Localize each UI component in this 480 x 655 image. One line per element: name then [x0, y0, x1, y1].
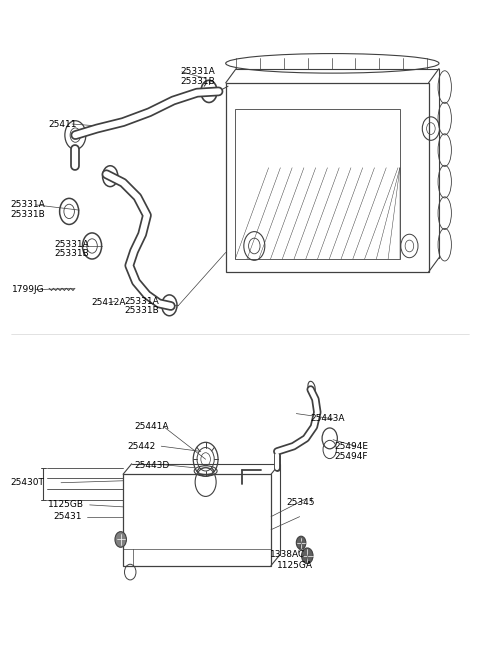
Text: 1125GB: 1125GB [48, 500, 84, 510]
Text: 25412A: 25412A [91, 298, 126, 307]
Text: 25443A: 25443A [311, 415, 345, 423]
Text: 25331A: 25331A [10, 200, 45, 210]
Text: 25331A: 25331A [124, 297, 159, 306]
Circle shape [296, 536, 306, 550]
Text: 25331B: 25331B [180, 77, 215, 86]
Text: 25443D: 25443D [134, 461, 169, 470]
Text: 25331A: 25331A [180, 67, 215, 77]
Text: 1125GA: 1125GA [277, 561, 313, 570]
Text: 25331A: 25331A [55, 240, 90, 248]
Text: 25331B: 25331B [55, 249, 90, 257]
Text: 25331B: 25331B [124, 306, 159, 315]
Text: 25431: 25431 [53, 512, 82, 521]
Circle shape [115, 532, 126, 548]
Text: 25441A: 25441A [134, 422, 168, 431]
Text: 25331B: 25331B [10, 210, 45, 219]
Text: 25430T: 25430T [10, 478, 44, 487]
Text: 25442: 25442 [128, 441, 156, 451]
Text: 25494E: 25494E [335, 441, 369, 451]
Circle shape [301, 548, 313, 563]
Text: 1338AC: 1338AC [270, 550, 305, 559]
Text: 25345: 25345 [287, 498, 315, 507]
Text: 25411: 25411 [48, 119, 77, 128]
Text: 1799JG: 1799JG [12, 285, 45, 294]
Text: 25494F: 25494F [335, 452, 368, 461]
